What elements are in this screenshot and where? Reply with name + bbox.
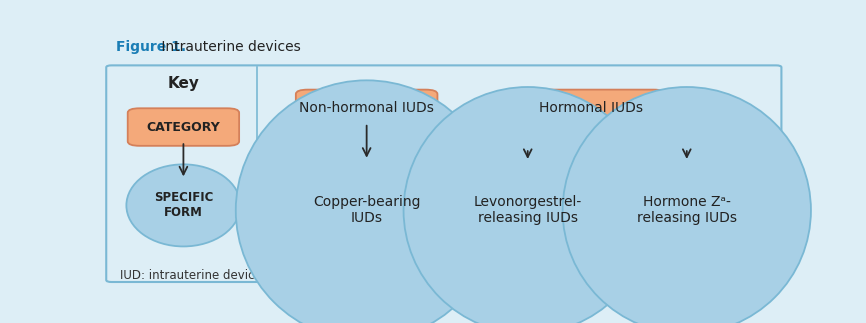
Text: Non-hormonal IUDs: Non-hormonal IUDs (300, 101, 434, 115)
Text: Intrauterine devices: Intrauterine devices (158, 40, 301, 55)
Text: Levonorgestrel-
releasing IUDs: Levonorgestrel- releasing IUDs (474, 195, 582, 225)
FancyBboxPatch shape (296, 89, 437, 127)
Ellipse shape (563, 87, 811, 323)
FancyBboxPatch shape (127, 108, 239, 146)
Ellipse shape (126, 164, 241, 246)
Text: Figure 1.: Figure 1. (116, 40, 186, 55)
FancyBboxPatch shape (107, 65, 781, 282)
Ellipse shape (404, 87, 652, 323)
Text: CATEGORY: CATEGORY (146, 120, 220, 133)
FancyBboxPatch shape (517, 89, 666, 127)
Text: Hormone Zᵃ-
releasing IUDs: Hormone Zᵃ- releasing IUDs (637, 195, 737, 225)
Text: Key: Key (167, 76, 199, 91)
Text: SPECIFIC
FORM: SPECIFIC FORM (154, 192, 213, 219)
Text: Hormonal IUDs: Hormonal IUDs (540, 101, 643, 115)
Text: Copper-bearing
IUDs: Copper-bearing IUDs (313, 195, 420, 225)
Ellipse shape (236, 80, 497, 323)
Text: ᵃ Represents new hormone-releasing devices that are under development: ᵃ Represents new hormone-releasing devic… (264, 268, 701, 282)
Text: IUD: intrauterine device: IUD: intrauterine device (120, 268, 262, 282)
